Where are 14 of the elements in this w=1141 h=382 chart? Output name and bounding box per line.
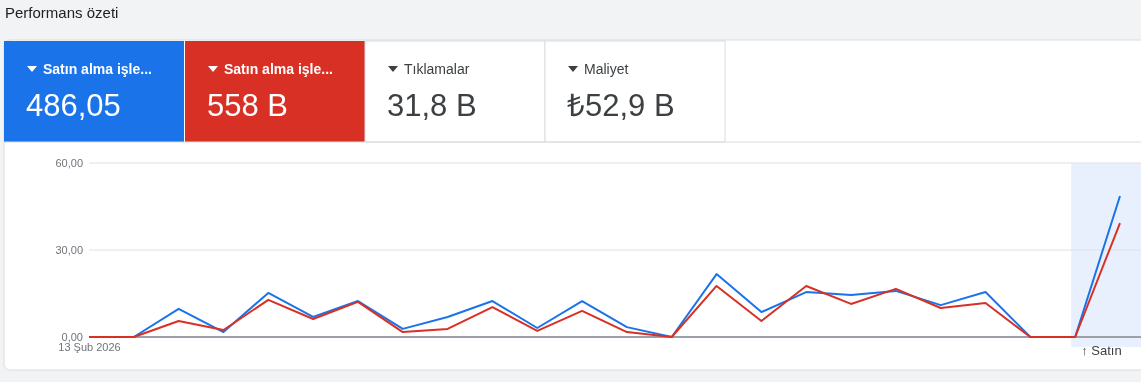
- text: ₺52,9 B: [567, 88, 675, 123]
- category-label: Satın alma işle...: [43, 61, 152, 77]
- text: 486,05: [26, 88, 121, 123]
- text: 31,8 B: [387, 88, 477, 123]
- text: Performans özeti: [5, 4, 119, 21]
- category-label: Maliyet: [584, 61, 629, 77]
- category-label: Satın alma işle...: [224, 61, 333, 77]
- line-series: [88, 222, 1121, 338]
- category-label: Tıklamalar: [404, 61, 470, 77]
- y-tick-label: 60,00: [55, 157, 83, 170]
- text: ↑ Satın: [1081, 343, 1122, 358]
- text: 558 B: [207, 88, 289, 123]
- y-tick-label: 30,00: [55, 244, 83, 257]
- y-tick-label: 0,00: [61, 331, 83, 344]
